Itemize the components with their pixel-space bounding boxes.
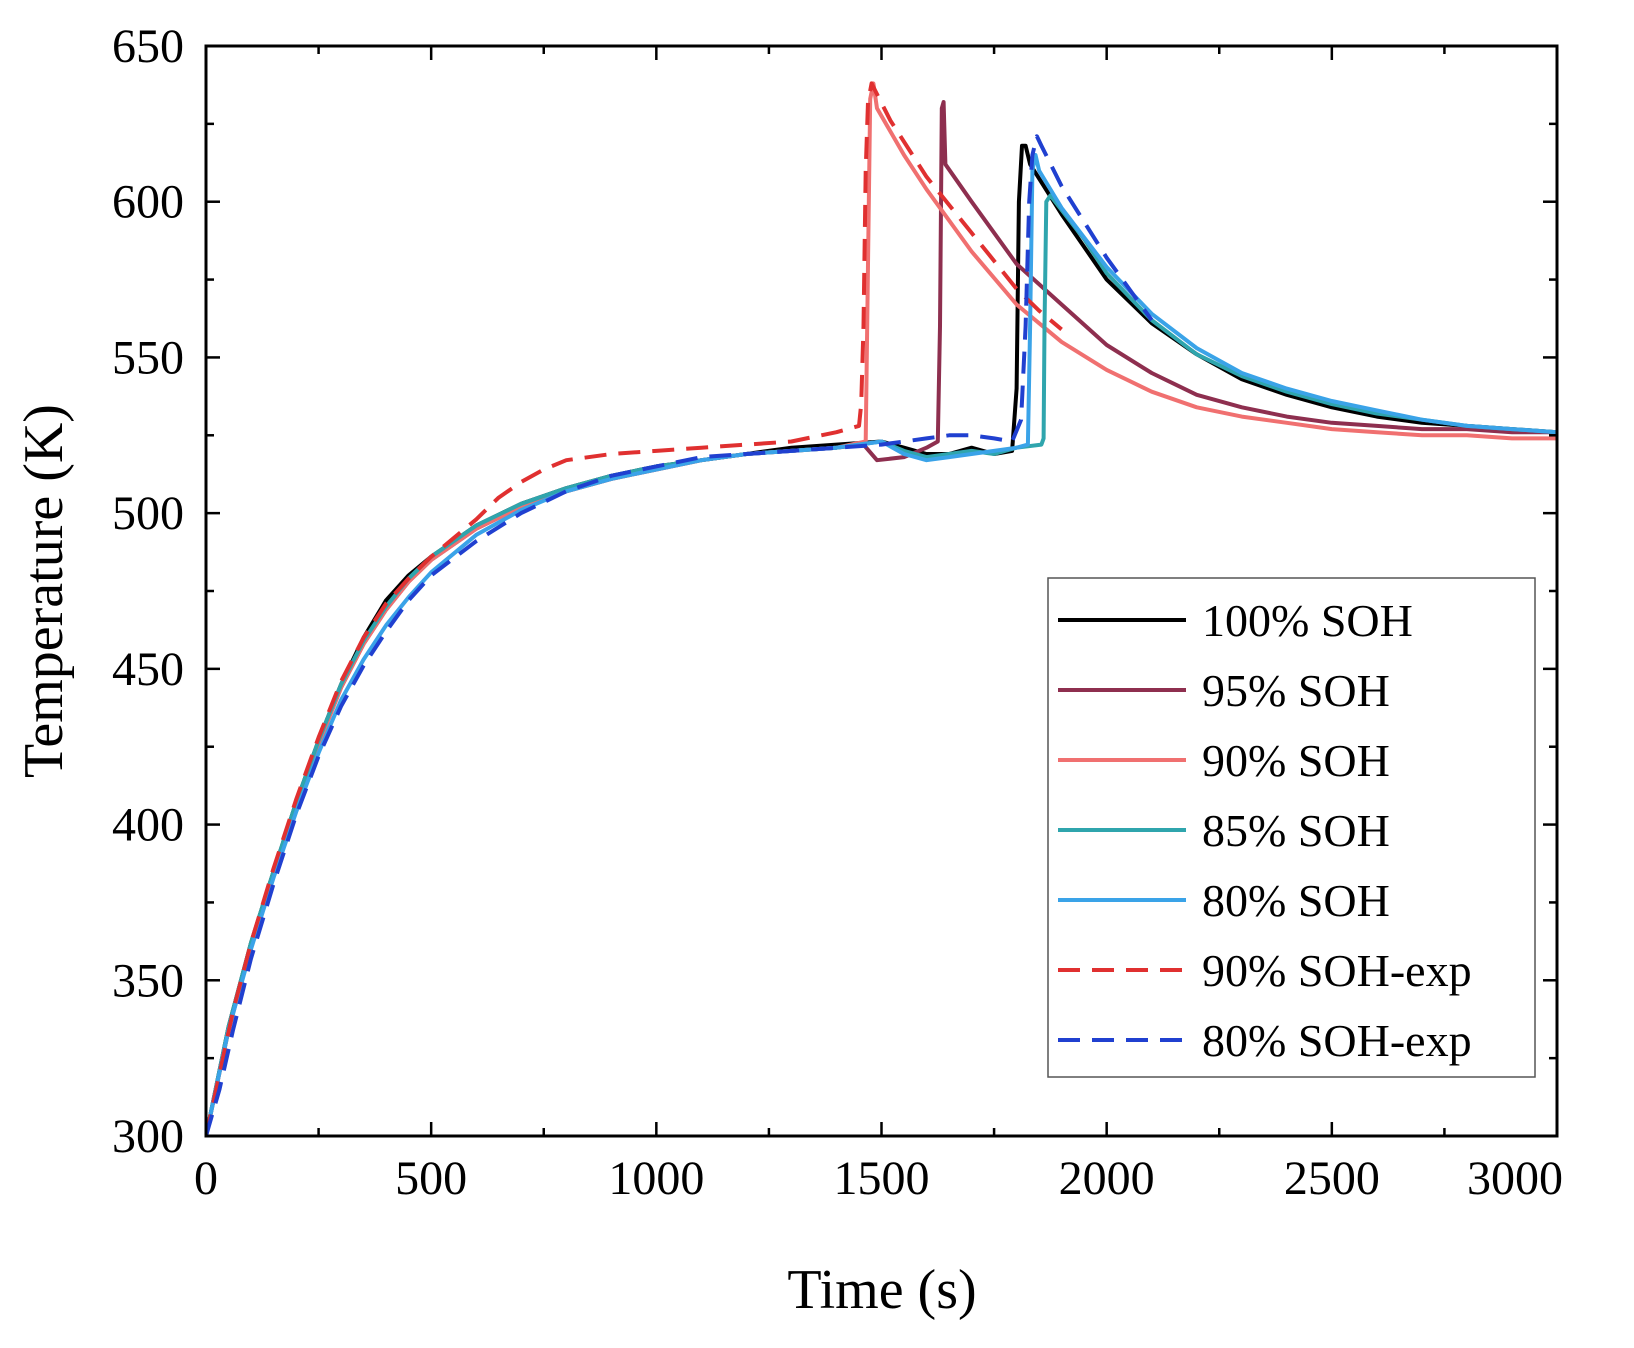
x-tick-label: 2000 — [1059, 1152, 1155, 1205]
legend-label-80-soh-exp: 80% SOH-exp — [1202, 1015, 1472, 1066]
legend-label-95-soh: 95% SOH — [1202, 665, 1390, 716]
y-axis-title: Temperature (K) — [13, 404, 75, 778]
series-line-80-soh — [206, 153, 1557, 1136]
x-tick-labels: 0 500 1000 1500 2000 2500 3000 — [194, 1152, 1563, 1205]
x-tick-label: 1000 — [608, 1152, 704, 1205]
y-tick-label: 350 — [112, 954, 184, 1007]
x-tick-label: 3000 — [1467, 1152, 1563, 1205]
legend-box — [1047, 577, 1536, 1078]
x-tick-label: 1500 — [834, 1152, 930, 1205]
axis-ticks — [204, 44, 1559, 1138]
y-tick-label: 450 — [112, 643, 184, 696]
series-line-80-soh-exp — [206, 134, 1154, 1136]
x-tick-label: 500 — [395, 1152, 467, 1205]
legend-label-80-soh: 80% SOH — [1202, 875, 1390, 926]
legend-label-85-soh: 85% SOH — [1202, 805, 1390, 856]
y-tick-labels: 300 350 400 450 500 550 600 650 — [112, 20, 184, 1163]
x-axis-title: Time (s) — [787, 1259, 976, 1321]
y-tick-label: 400 — [112, 799, 184, 852]
x-tick-label: 0 — [194, 1152, 218, 1205]
y-tick-label: 600 — [112, 176, 184, 229]
x-tick-label: 2500 — [1284, 1152, 1380, 1205]
y-tick-label: 550 — [112, 331, 184, 384]
legend-label-90-soh: 90% SOH — [1202, 735, 1390, 786]
y-tick-label: 650 — [112, 20, 184, 73]
legend-label-100-soh: 100% SOH — [1202, 595, 1413, 646]
series-layer — [206, 81, 1557, 1136]
legend-label-90-soh-exp: 90% SOH-exp — [1202, 945, 1472, 996]
series-line-90-soh-exp — [206, 81, 1063, 1136]
y-tick-label: 500 — [112, 487, 184, 540]
legend: 100% SOH 95% SOH 90% SOH 85% SOH 80% SOH 90% … — [1047, 577, 1536, 1078]
y-tick-label: 300 — [112, 1110, 184, 1163]
